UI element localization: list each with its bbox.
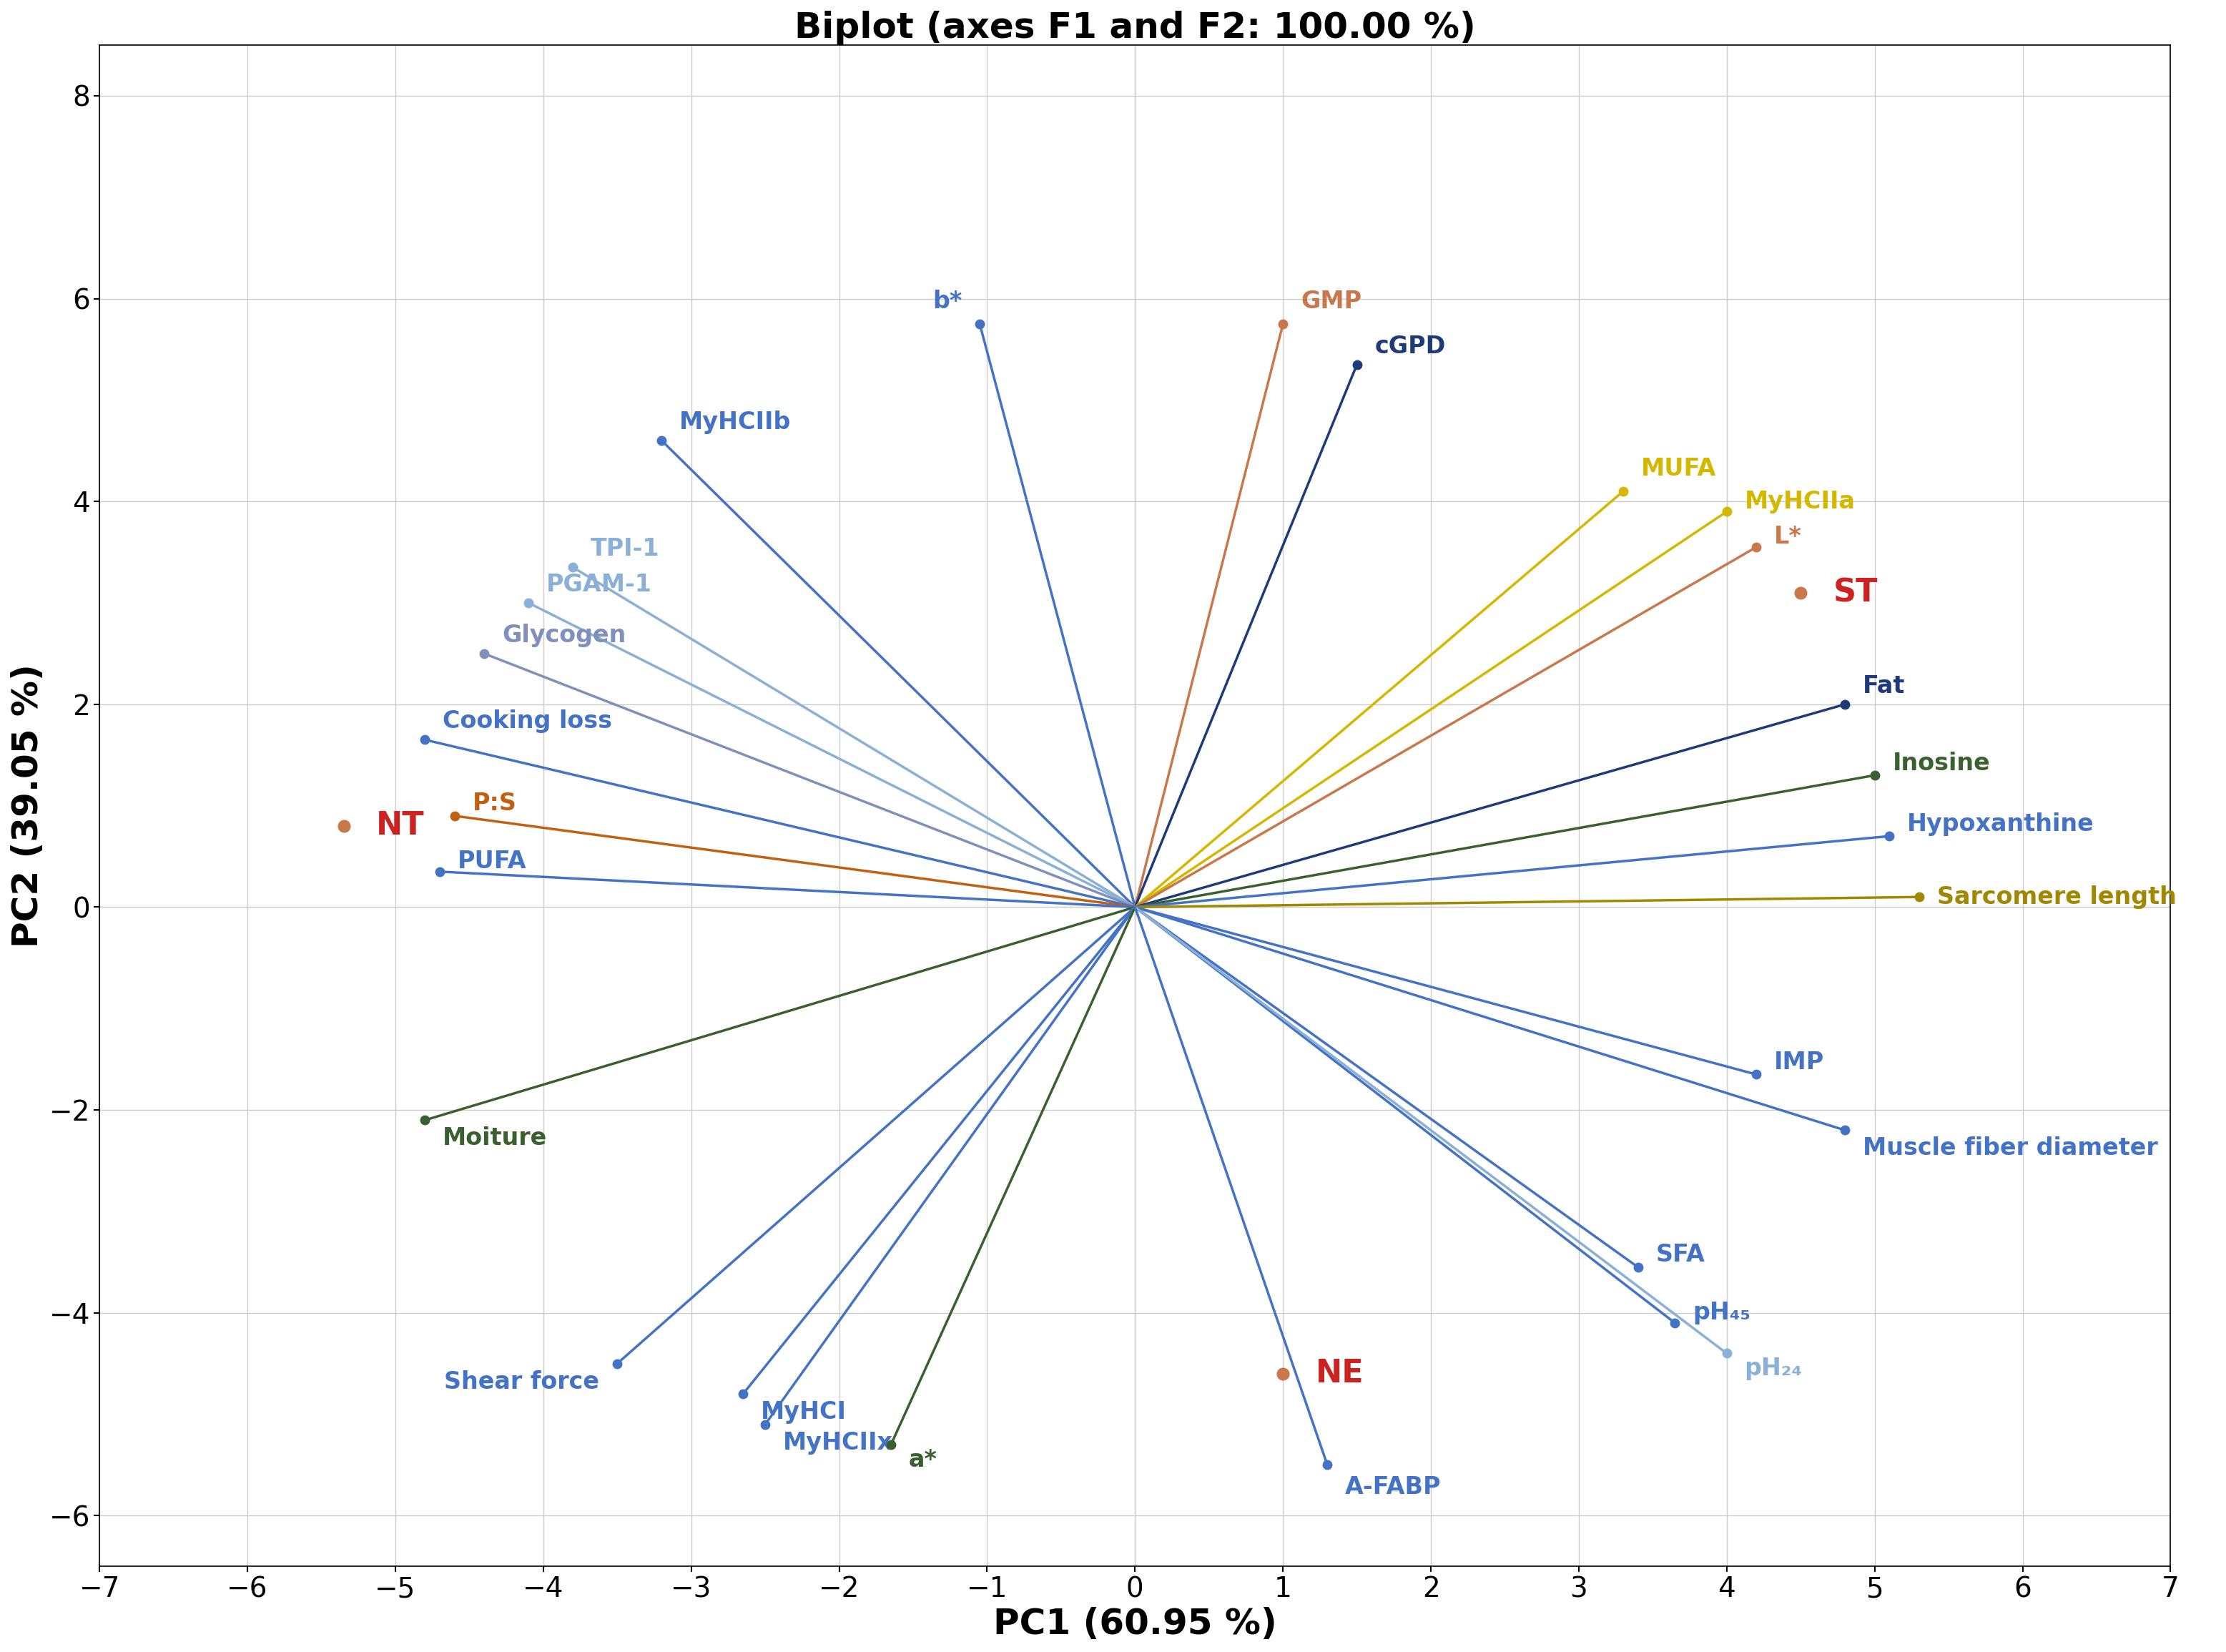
Text: L*: L*	[1774, 525, 1801, 548]
X-axis label: PC1 (60.95 %): PC1 (60.95 %)	[993, 1607, 1278, 1642]
Text: cGPD: cGPD	[1376, 334, 1445, 358]
Text: TPI-1: TPI-1	[590, 537, 659, 562]
Text: SFA: SFA	[1656, 1244, 1705, 1267]
Text: b*: b*	[933, 289, 962, 314]
Text: Glycogen: Glycogen	[501, 623, 626, 648]
Text: IMP: IMP	[1774, 1051, 1825, 1074]
Text: Sarcomere length: Sarcomere length	[1937, 885, 2177, 909]
Title: Biplot (axes F1 and F2: 100.00 %): Biplot (axes F1 and F2: 100.00 %)	[795, 10, 1476, 45]
Text: MyHCIIx: MyHCIIx	[784, 1431, 893, 1454]
Text: MUFA: MUFA	[1641, 458, 1716, 481]
Text: Hypoxanthine: Hypoxanthine	[1908, 813, 2095, 836]
Text: NT: NT	[376, 811, 425, 841]
Text: GMP: GMP	[1300, 289, 1362, 314]
Text: Shear force: Shear force	[445, 1370, 599, 1394]
Text: Inosine: Inosine	[1892, 752, 1990, 775]
Text: pH₄₅: pH₄₅	[1692, 1302, 1750, 1325]
Text: pH₂₄: pH₂₄	[1745, 1356, 1803, 1381]
Text: PGAM-1: PGAM-1	[545, 573, 652, 596]
Text: P:S: P:S	[472, 791, 516, 816]
Text: MyHCI: MyHCI	[761, 1401, 846, 1424]
Text: Muscle fiber diameter: Muscle fiber diameter	[1863, 1137, 2157, 1160]
Text: Moiture: Moiture	[443, 1127, 548, 1150]
Text: MyHCIIb: MyHCIIb	[679, 411, 790, 434]
Text: NE: NE	[1316, 1358, 1365, 1389]
Text: MyHCIIa: MyHCIIa	[1745, 489, 1854, 514]
Text: ST: ST	[1834, 577, 1879, 608]
Y-axis label: PC2 (39.05 %): PC2 (39.05 %)	[11, 664, 45, 948]
Text: PUFA: PUFA	[459, 849, 528, 874]
Text: a*: a*	[908, 1449, 937, 1472]
Text: A-FABP: A-FABP	[1345, 1475, 1440, 1498]
Text: Cooking loss: Cooking loss	[443, 710, 612, 733]
Text: Fat: Fat	[1863, 674, 1905, 697]
